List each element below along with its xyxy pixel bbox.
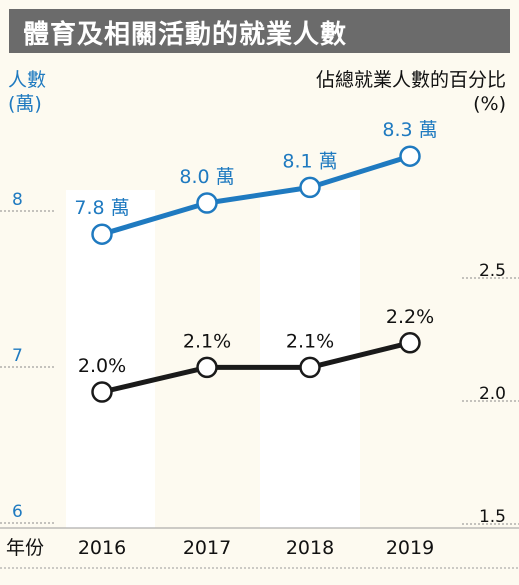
data-point-percentage-2018 [299,356,321,379]
right-axis-title-line2: (%) [473,93,506,115]
data-point-employment-2018 [299,176,321,199]
x-tick-label-2016: 2016 [78,537,126,559]
column-band-2016 [66,190,155,528]
chart-marks: 8 7 6 2.5 2.0 1.5 2016 2017 2018 2019 7.8 萬 8.0 萬 8.… [12,119,506,559]
x-tick-label-2018: 2018 [286,537,334,559]
x-axis-title: 年份 [6,537,44,559]
data-label-employment-2018: 8.1 萬 [282,150,337,172]
data-label-percentage-2017: 2.1% [183,330,231,352]
data-label-employment-2019: 8.3 萬 [382,119,437,141]
series-line-percentage [101,340,411,395]
right-axis-title-line1: 佔總就業人數的百分比 [316,69,506,91]
data-point-employment-2016 [91,223,113,245]
data-point-percentage-2019 [399,332,421,354]
data-point-employment-2019 [399,145,421,167]
data-label-percentage-2016: 2.0% [78,355,126,377]
series-line-employment [101,153,411,237]
data-point-employment-2017 [196,192,218,214]
data-point-percentage-2017 [196,356,218,379]
left-tick-label-8: 8 [12,190,23,210]
left-tick-label-7: 7 [12,346,23,366]
title-bar: 體育及相關活動的就業人數 [9,9,510,53]
data-label-percentage-2019: 2.2% [386,306,434,328]
data-label-percentage-2018: 2.1% [286,330,334,352]
axis-guides [0,210,519,569]
x-tick-label-2017: 2017 [183,537,231,559]
chart-title: 體育及相關活動的就業人數 [23,20,348,50]
data-point-percentage-2016 [91,381,113,403]
right-tick-label-2.0: 2.0 [479,384,506,404]
left-axis-title-line1: 人數 [8,69,46,91]
left-axis-title-line2: (萬) [8,93,42,115]
data-label-employment-2016: 7.8 萬 [74,197,129,219]
data-label-employment-2017: 8.0 萬 [179,166,234,188]
right-tick-label-2.5: 2.5 [479,261,506,281]
right-tick-label-1.5: 1.5 [479,507,506,527]
x-tick-label-2019: 2019 [386,537,434,559]
left-tick-label-6: 6 [12,502,23,522]
